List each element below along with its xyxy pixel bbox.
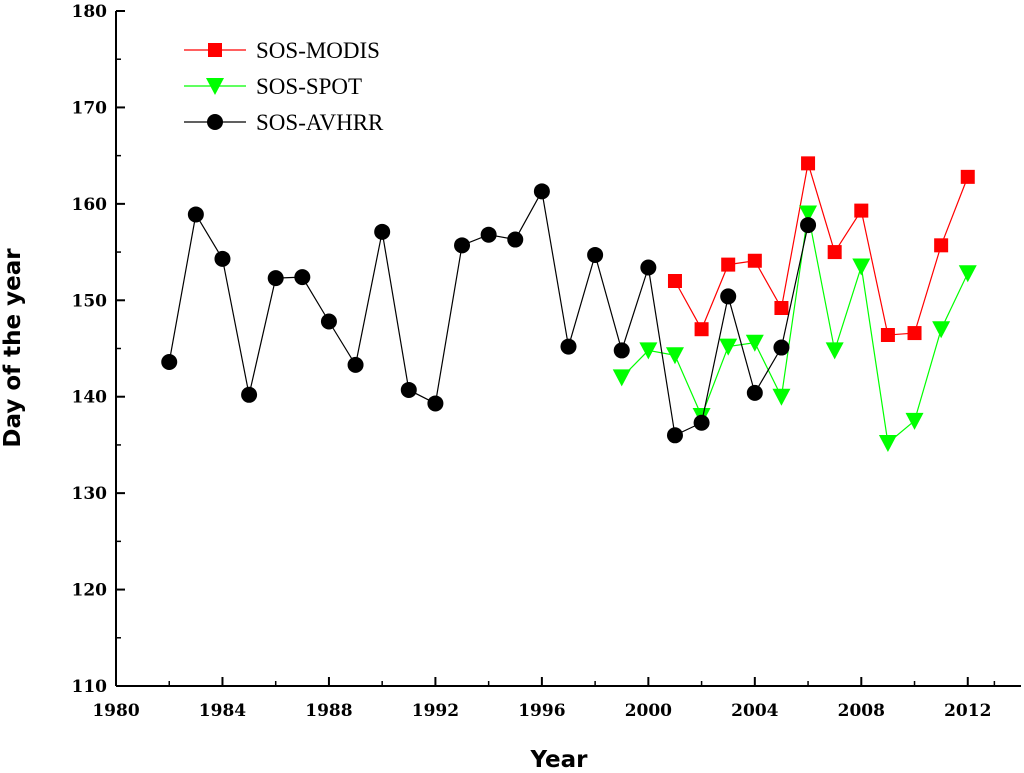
data-point-modis xyxy=(694,322,709,337)
data-point-avhrr xyxy=(267,270,284,287)
data-point-avhrr xyxy=(640,259,657,276)
series-avhrr xyxy=(161,183,817,444)
legend-item-avhrr: SOS-AVHRR xyxy=(184,110,384,135)
data-point-spot xyxy=(639,342,658,360)
legend-label: SOS-AVHRR xyxy=(256,110,384,135)
x-tick-label: 1996 xyxy=(518,701,565,721)
data-point-modis xyxy=(747,253,762,268)
y-tick-label: 180 xyxy=(72,2,108,22)
x-tick-label: 1992 xyxy=(412,701,459,721)
y-tick-label: 160 xyxy=(72,195,108,215)
x-tick-label: 2012 xyxy=(944,701,991,721)
series-modis xyxy=(667,156,975,342)
data-point-avhrr xyxy=(507,231,524,248)
data-point-avhrr xyxy=(320,313,337,330)
data-point-spot xyxy=(852,258,871,276)
legend-marker xyxy=(207,114,223,130)
x-tick-label: 2004 xyxy=(731,701,778,721)
data-point-modis xyxy=(934,238,949,253)
data-point-modis xyxy=(880,328,895,342)
data-point-avhrr xyxy=(241,386,258,403)
data-point-avhrr xyxy=(720,288,737,305)
data-point-avhrr xyxy=(347,356,364,373)
data-point-modis xyxy=(667,274,682,288)
x-tick-label: 1988 xyxy=(305,701,352,721)
y-tick-label: 120 xyxy=(72,581,108,601)
series-line-modis xyxy=(674,163,969,336)
axes: 110 120 130 140 150 160 170 180 1980 1984 1988 1992… xyxy=(72,2,1021,721)
data-point-avhrr xyxy=(480,226,497,243)
data-point-avhrr xyxy=(587,246,604,263)
data-point-avhrr xyxy=(454,237,471,254)
legend-label: SOS-MODIS xyxy=(256,38,380,63)
data-point-spot xyxy=(719,338,738,356)
series-line-spot xyxy=(621,213,969,445)
data-point-modis xyxy=(827,245,842,260)
y-tick-label: 170 xyxy=(72,98,108,118)
data-point-avhrr xyxy=(800,217,817,234)
data-point-modis xyxy=(801,156,816,171)
data-point-spot xyxy=(665,347,684,365)
data-point-avhrr xyxy=(400,381,417,398)
data-point-avhrr xyxy=(214,250,231,267)
data-point-avhrr xyxy=(666,427,683,444)
y-axis-title: Day of the year xyxy=(0,248,26,448)
data-point-avhrr xyxy=(427,395,444,412)
data-point-spot xyxy=(932,321,951,339)
legend-marker xyxy=(206,78,224,95)
data-point-spot xyxy=(745,334,764,352)
x-tick-label: 2000 xyxy=(625,701,672,721)
data-point-modis xyxy=(960,169,975,184)
data-point-avhrr xyxy=(533,183,550,200)
data-point-modis xyxy=(854,203,869,218)
data-point-spot xyxy=(772,388,791,406)
data-point-spot xyxy=(799,205,818,223)
data-point-avhrr xyxy=(693,414,710,431)
data-point-spot xyxy=(958,265,977,283)
x-tick-label: 1984 xyxy=(199,701,246,721)
legend-item-spot: SOS-SPOT xyxy=(184,74,362,99)
data-point-avhrr xyxy=(294,269,311,286)
legend-label: SOS-SPOT xyxy=(256,74,362,99)
data-point-avhrr xyxy=(374,223,391,240)
series-spot xyxy=(612,205,977,452)
y-tick-label: 130 xyxy=(72,484,108,504)
data-point-avhrr xyxy=(560,338,577,355)
data-point-avhrr xyxy=(161,354,178,370)
y-tick-label: 150 xyxy=(72,291,108,311)
x-tick-label: 2008 xyxy=(838,701,885,721)
y-tick-label: 110 xyxy=(72,677,108,697)
y-tick-label: 140 xyxy=(72,388,108,408)
data-point-avhrr xyxy=(613,342,630,359)
plot-area xyxy=(161,156,977,452)
legend: SOS-MODIS SOS-SPOT SOS-AVHRR xyxy=(184,38,384,135)
data-point-spot xyxy=(612,369,631,387)
data-point-modis xyxy=(774,301,789,315)
data-point-spot xyxy=(878,435,897,452)
legend-item-modis: SOS-MODIS xyxy=(184,38,380,63)
data-point-spot xyxy=(905,412,924,430)
legend-marker xyxy=(208,43,222,57)
data-point-avhrr xyxy=(746,384,763,401)
data-point-spot xyxy=(825,342,844,360)
data-point-modis xyxy=(721,257,736,272)
data-point-avhrr xyxy=(773,339,790,356)
data-point-modis xyxy=(907,326,922,341)
x-axis-title: Year xyxy=(529,747,588,773)
data-point-avhrr xyxy=(187,206,204,223)
x-tick-label: 1980 xyxy=(92,701,139,721)
